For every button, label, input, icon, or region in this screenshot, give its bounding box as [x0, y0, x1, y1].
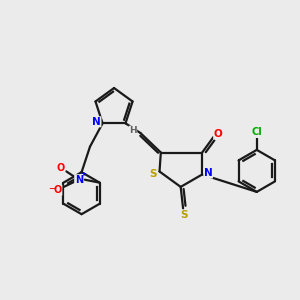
Text: N: N — [204, 168, 212, 178]
Text: O: O — [57, 163, 65, 173]
Text: H: H — [129, 126, 137, 135]
Text: S: S — [149, 169, 157, 179]
Text: +: + — [80, 171, 86, 177]
Text: S: S — [180, 210, 188, 220]
Text: O: O — [54, 185, 62, 195]
Text: N: N — [75, 175, 83, 185]
Text: N: N — [92, 117, 101, 127]
Text: −: − — [48, 184, 55, 193]
Text: Cl: Cl — [251, 128, 262, 137]
Text: O: O — [214, 129, 222, 139]
